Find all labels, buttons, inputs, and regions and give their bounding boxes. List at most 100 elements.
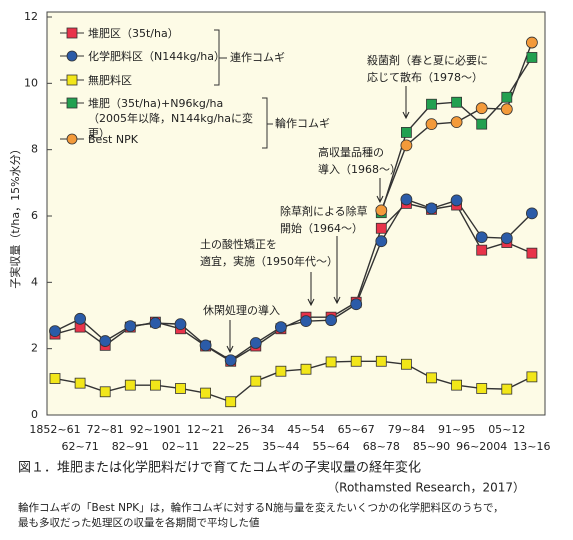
legend-group: 輪作コムギ	[275, 116, 330, 130]
point	[99, 386, 111, 398]
arrow	[333, 236, 341, 305]
point	[74, 312, 86, 325]
annotation: 高収量品種の	[318, 145, 384, 159]
x-tick-label: 68~78	[363, 440, 400, 453]
y-tick-label: 10	[24, 76, 38, 89]
x-tick-label: 96~2004	[456, 440, 507, 453]
x-tick-label: 35~44	[262, 440, 299, 453]
point	[325, 314, 338, 327]
x-tick-label: 79~84	[388, 423, 425, 436]
point	[425, 202, 438, 215]
point	[375, 222, 387, 234]
legend-entry: 化学肥料区（N144kg/ha）	[60, 49, 225, 64]
legend-symbol	[66, 50, 78, 62]
point	[450, 116, 463, 129]
legend-marker	[60, 27, 84, 39]
x-tick-label: 22~25	[212, 440, 249, 453]
arrow	[307, 272, 315, 307]
point	[225, 396, 237, 408]
x-tick-label: 72~81	[87, 423, 124, 436]
point	[476, 244, 488, 256]
point	[451, 379, 463, 391]
arrow	[402, 86, 410, 120]
y-tick-label: 12	[24, 10, 38, 23]
point	[450, 194, 463, 207]
point	[199, 339, 212, 352]
point	[475, 231, 488, 244]
point	[526, 207, 538, 220]
x-tick-label: 02~11	[162, 440, 199, 453]
x-tick-label: 82~91	[112, 440, 149, 453]
legend-marker	[60, 74, 84, 86]
x-tick-label: 13~16	[513, 440, 550, 453]
point	[149, 379, 161, 391]
x-tick-label: 12~21	[187, 423, 224, 436]
annotation: 応じて散布（1978～）	[367, 70, 483, 84]
y-axis-label: 子実収量（t/ha，15%水分）	[8, 143, 22, 288]
annotation: 除草剤による除草	[280, 204, 368, 218]
point	[149, 317, 162, 330]
y-tick-label: 8	[31, 143, 38, 156]
point	[275, 365, 287, 377]
point	[49, 325, 61, 337]
x-tick-label: 62~71	[61, 440, 98, 453]
legend-symbol	[66, 74, 78, 86]
x-tick-label: 1852~61	[29, 423, 80, 436]
point	[526, 371, 538, 383]
legend-entry: 堆肥（35t/ha)+N96kg/ha（2005年以降，N144kg/haに変更…	[60, 96, 260, 141]
point	[501, 383, 513, 395]
point	[124, 320, 137, 333]
legend-entry: 無肥料区	[60, 73, 132, 88]
point	[350, 355, 362, 367]
point	[426, 98, 437, 110]
arrow	[226, 320, 234, 354]
point	[476, 383, 488, 394]
point	[526, 52, 538, 63]
point	[300, 315, 312, 328]
point	[501, 91, 513, 103]
legend-marker	[60, 133, 84, 145]
legend-label: 無肥料区	[88, 74, 132, 87]
point	[250, 375, 262, 387]
point	[175, 383, 186, 394]
x-tick-label: 85~90	[413, 440, 450, 453]
legend-label: 堆肥区（35t/ha）	[88, 27, 179, 40]
point	[426, 372, 437, 384]
legend-marker	[60, 97, 84, 109]
source: （Rothamsted Research，2017）	[327, 481, 525, 495]
point	[375, 235, 388, 248]
point	[375, 355, 387, 367]
legend-marker	[60, 50, 84, 62]
x-tick-label: 55~64	[312, 440, 349, 453]
legend-group: 連作コムギ	[230, 50, 285, 64]
legend-symbol	[66, 27, 78, 39]
bracket	[262, 97, 273, 149]
legend-label: 堆肥（35t/ha)+N96kg/ha（2005年以降，N144kg/haに変更…	[88, 97, 253, 140]
point	[500, 232, 513, 245]
note: 最も多収だった処理区の収量を各期間で平均した値	[18, 516, 260, 529]
x-tick-label: 91~95	[438, 423, 475, 436]
point	[74, 377, 86, 389]
legend-symbol	[66, 133, 78, 145]
annotation: 土の酸性矯正を	[200, 237, 277, 251]
point	[526, 36, 538, 49]
y-tick-label: 6	[31, 209, 38, 222]
point	[475, 102, 488, 115]
point	[400, 358, 412, 370]
point	[451, 96, 463, 108]
legend-label: 化学肥料区（N144kg/ha）	[88, 50, 225, 63]
bracket	[214, 29, 227, 86]
y-tick-label: 0	[31, 408, 38, 421]
x-tick-label: 26~34	[237, 423, 274, 436]
point	[49, 373, 61, 384]
point	[400, 193, 413, 206]
point	[274, 321, 287, 334]
point	[350, 298, 363, 311]
annotation: 導入（1968～）	[318, 162, 401, 176]
legend-symbol	[66, 97, 78, 109]
point	[400, 139, 413, 152]
annotation: 適宜，実施（1950年代～）	[200, 254, 338, 268]
point	[224, 354, 237, 367]
